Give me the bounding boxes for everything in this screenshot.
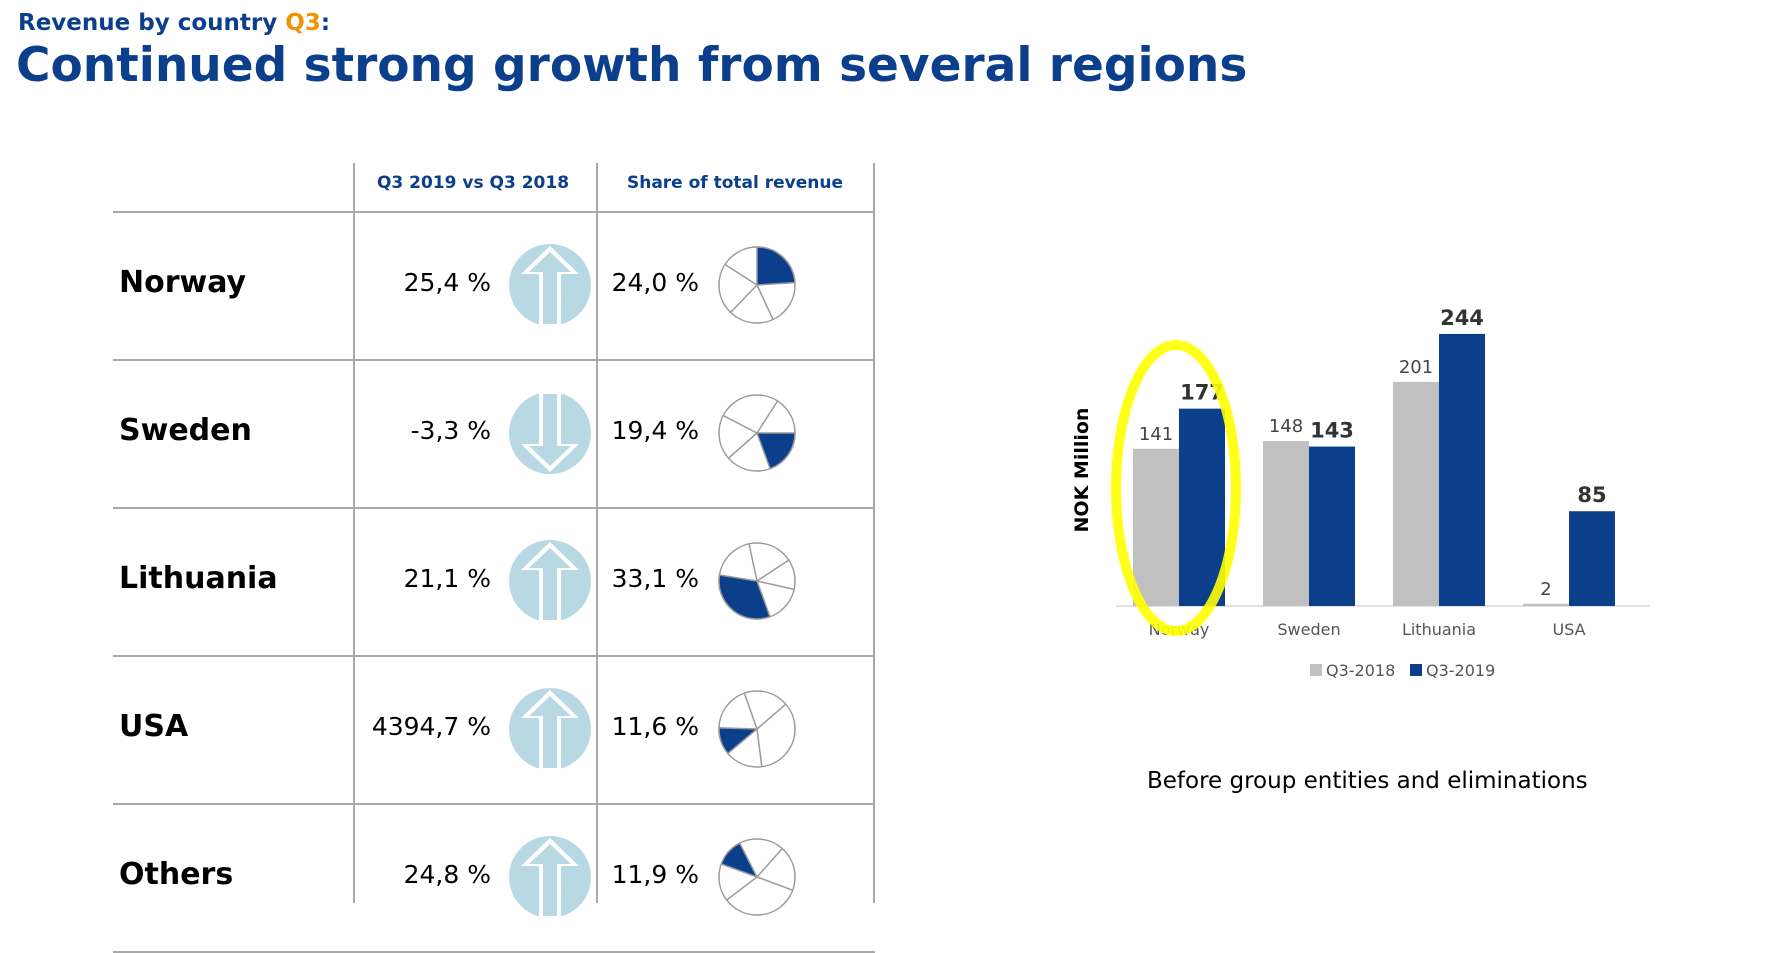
bar-q3-2018 (1393, 381, 1439, 606)
data-label: 148 (1269, 416, 1303, 437)
share-pie-icon (718, 246, 796, 324)
share-value: 19,4 % (611, 416, 699, 445)
legend-label: Q3-2018 (1326, 661, 1395, 680)
chart-footnote: Before group entities and eliminations (1147, 768, 1588, 794)
growth-value: -3,3 % (410, 416, 491, 445)
growth-column-header: Q3 2019 vs Q3 2018 (376, 173, 570, 193)
share-value: 24,0 % (611, 268, 699, 297)
row-divider (113, 507, 875, 509)
growth-value: 25,4 % (403, 268, 491, 297)
data-label: 2 (1540, 579, 1551, 600)
arrow-up-icon (509, 244, 591, 326)
share-wedge (718, 727, 759, 755)
country-label: Lithuania (119, 561, 278, 596)
section-label-colon: : (320, 10, 331, 36)
growth-value: 21,1 % (403, 564, 491, 593)
arrow-up-icon (509, 540, 591, 622)
country-label: Sweden (119, 413, 252, 448)
share-pie-icon (718, 690, 796, 768)
revenue-table: Q3 2019 vs Q3 2018 Share of total revenu… (113, 163, 875, 953)
legend-swatch (1310, 664, 1322, 676)
data-label: 201 (1399, 357, 1433, 378)
row-divider (113, 803, 875, 805)
country-label: Others (119, 857, 234, 892)
legend-swatch (1410, 664, 1422, 676)
growth-value: 24,8 % (403, 860, 491, 889)
share-value: 11,6 % (611, 712, 699, 741)
country-label: Norway (119, 265, 247, 300)
share-pie-icon (718, 542, 796, 620)
bar-q3-2018 (1133, 448, 1179, 606)
y-axis-label: NOK Million (1071, 408, 1093, 533)
column-divider (873, 163, 875, 903)
row-divider (113, 211, 875, 213)
row-divider (113, 359, 875, 361)
share-wedge (756, 246, 796, 286)
share-wedge (755, 432, 796, 470)
page-title: Continued strong growth from several reg… (16, 38, 1248, 93)
country-label: USA (119, 709, 189, 744)
share-value: 33,1 % (611, 564, 699, 593)
arrow-down-icon (509, 392, 591, 474)
share-value: 11,9 % (611, 860, 699, 889)
bar-q3-2019 (1179, 408, 1225, 606)
quarter-label: Q3 (285, 10, 321, 36)
data-label: 85 (1577, 483, 1606, 507)
share-column-header: Share of total revenue (626, 173, 844, 193)
share-wedge (718, 574, 771, 620)
bar-q3-2019 (1569, 511, 1615, 606)
column-divider (353, 163, 355, 903)
section-label: Revenue by country Q3: (18, 10, 330, 36)
x-tick-label: USA (1552, 620, 1585, 639)
x-tick-label: Sweden (1277, 620, 1340, 639)
highlight-annotation (1111, 340, 1241, 636)
section-label-text: Revenue by country (18, 10, 286, 36)
bar-q3-2019 (1439, 333, 1485, 606)
arrow-up-icon (509, 688, 591, 770)
data-label: 244 (1440, 306, 1484, 330)
legend-label: Q3-2019 (1426, 661, 1495, 680)
data-label: 143 (1310, 419, 1354, 443)
row-divider (113, 655, 875, 657)
share-pie-icon (718, 838, 796, 916)
column-divider (596, 163, 598, 903)
data-label: 141 (1139, 424, 1173, 445)
share-wedge (720, 842, 759, 879)
arrow-up-icon (509, 836, 591, 918)
x-tick-label: Lithuania (1402, 620, 1476, 639)
growth-value: 4394,7 % (371, 712, 491, 741)
share-pie-icon (718, 394, 796, 472)
bar-q3-2018 (1263, 440, 1309, 606)
bar-q3-2018 (1523, 603, 1569, 606)
bar-q3-2019 (1309, 446, 1355, 606)
